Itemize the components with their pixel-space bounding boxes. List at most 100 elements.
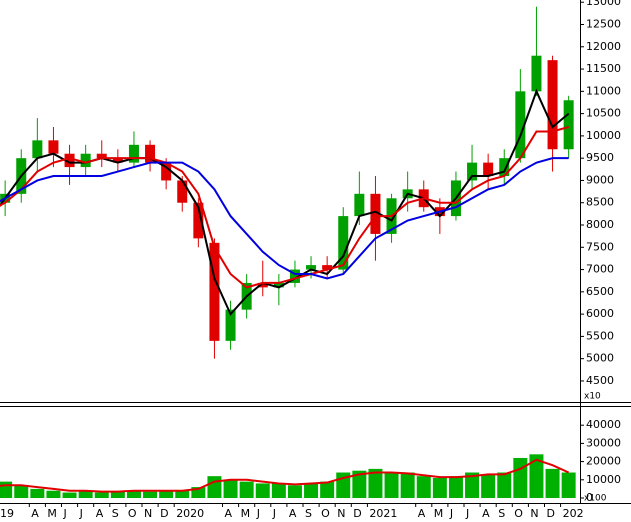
x-tick-label: O [321, 507, 330, 520]
volume-bar [0, 481, 13, 498]
x-tick-label: O [128, 507, 137, 520]
y-tick-label: 10000 [586, 473, 621, 486]
volume-bar [287, 485, 302, 498]
x-tick-label: D [160, 507, 168, 520]
candle-body [338, 216, 349, 270]
y-tick-label: 11500 [586, 62, 621, 75]
x-tick-label: J [465, 507, 469, 520]
x-tick-label: M [241, 507, 251, 520]
volume-bar [207, 476, 222, 498]
volume-bar [513, 457, 528, 498]
y-tick-label: 11000 [586, 84, 621, 97]
candle-body [273, 282, 284, 288]
candle-body [354, 193, 365, 217]
x-tick-label: M [434, 507, 444, 520]
volume-bar [255, 483, 270, 498]
y-tick-label: 5000 [586, 352, 614, 365]
x-tick-label: A [289, 507, 297, 520]
volume-bar [46, 490, 61, 498]
x-tick-label: D [353, 507, 361, 520]
volume-bar [94, 492, 109, 498]
volume-bar [110, 491, 125, 498]
y-tick-label: 10000 [586, 129, 621, 142]
y-tick-label: 9500 [586, 151, 614, 164]
volume-bar [481, 474, 496, 498]
y-tick-label: 12500 [586, 18, 621, 31]
volume-bar [529, 454, 544, 498]
volume-bar [561, 472, 576, 498]
volume-bar [159, 490, 174, 498]
candle-body [322, 265, 333, 270]
candle-body [209, 242, 220, 341]
volume-bar [384, 472, 399, 498]
y-tick-label: 13000 [586, 0, 621, 8]
candle-body [547, 60, 558, 150]
x-tick-label: S [112, 507, 119, 520]
volume-bar [14, 485, 29, 498]
x-tick-label: N [144, 507, 152, 520]
volume-bar [223, 479, 238, 498]
candle-body [289, 269, 300, 283]
volume-bar [432, 477, 447, 498]
x-tick-label: A [225, 507, 233, 520]
x-tick-label: J [256, 507, 260, 520]
x-tick-label: N [530, 507, 538, 520]
y-tick-label: 7000 [586, 263, 614, 276]
candle-body [128, 144, 139, 163]
volume-bar [175, 490, 190, 498]
x-tick-label: D [547, 507, 555, 520]
candle-body [515, 91, 526, 159]
volume-bar [271, 483, 286, 498]
volume-bar [126, 490, 141, 498]
x-tick-label: A [482, 507, 490, 520]
y-tick-label: 40000 [586, 418, 621, 431]
x-tick-label: O [514, 507, 523, 520]
volume-bar [352, 470, 367, 498]
candle-body [193, 202, 204, 239]
moving-average-line [0, 157, 569, 280]
volume-bar [62, 492, 77, 498]
candle-body [563, 100, 574, 150]
y-tick-label: 5500 [586, 329, 614, 342]
x-tick-label: N [337, 507, 345, 520]
y-tick-label: 20000 [586, 455, 621, 468]
y-tick-label: 8000 [586, 218, 614, 231]
y-tick-label: 12000 [586, 40, 621, 53]
volume-bar [497, 472, 512, 498]
volume-bar [320, 481, 335, 498]
candle-body [306, 265, 317, 270]
volume-bar [143, 491, 158, 498]
x-tick-label: A [418, 507, 426, 520]
candle-body [80, 153, 91, 168]
x-tick-label: S [305, 507, 312, 520]
y-tick-label: 6500 [586, 285, 614, 298]
candle-body [161, 162, 172, 181]
candle-body [48, 140, 59, 154]
price-unit: x10 [584, 392, 601, 402]
y-tick-label: 9000 [586, 173, 614, 186]
x-tick-label: 19 [0, 507, 14, 520]
moving-average-line [0, 126, 569, 289]
volume-bar [30, 488, 45, 498]
x-tick-label: 2020 [176, 507, 204, 520]
candle-body [531, 55, 542, 92]
candle-body [145, 144, 156, 163]
y-tick-label: 0 [586, 491, 593, 504]
y-tick-label: 7500 [586, 240, 614, 253]
x-tick-label: A [31, 507, 39, 520]
candle-body [483, 162, 494, 176]
candle-body [64, 153, 75, 168]
candle-body [467, 162, 478, 181]
y-tick-label: 30000 [586, 436, 621, 449]
x-tick-label: J [79, 507, 83, 520]
candle-body [32, 140, 43, 159]
x-tick-label: J [449, 507, 453, 520]
moving-average-line [0, 458, 570, 493]
candle-body [257, 282, 268, 288]
x-tick-label: M [47, 507, 57, 520]
volume-bar [400, 472, 415, 498]
volume-bar [191, 487, 206, 498]
y-tick-label: 4500 [586, 374, 614, 387]
y-tick-label: 6000 [586, 307, 614, 320]
